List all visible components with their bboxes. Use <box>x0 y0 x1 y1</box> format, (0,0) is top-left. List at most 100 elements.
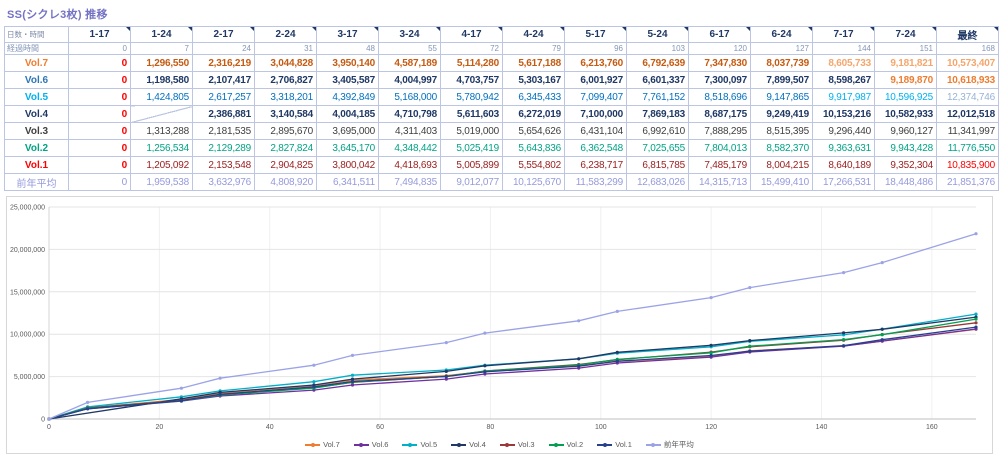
column-header[interactable]: 6-17 <box>688 26 751 43</box>
value-cell[interactable]: 0 <box>68 139 131 157</box>
value-cell[interactable]: 6,272,019 <box>502 105 565 123</box>
value-cell[interactable]: 8,605,733 <box>812 54 875 72</box>
value-cell[interactable]: 11,776,550 <box>936 139 999 157</box>
value-cell[interactable]: 8,640,189 <box>812 156 875 174</box>
value-cell[interactable]: 9,189,870 <box>874 71 937 89</box>
value-cell[interactable]: 0 <box>68 54 131 72</box>
value-cell[interactable]: 1,256,534 <box>130 139 193 157</box>
elapsed-cell[interactable]: 103 <box>626 42 689 55</box>
value-cell[interactable]: 3,140,584 <box>254 105 317 123</box>
value-cell[interactable]: 5,643,836 <box>502 139 565 157</box>
value-cell[interactable]: 10,835,900 <box>936 156 999 174</box>
value-cell[interactable]: 1,296,550 <box>130 54 193 72</box>
value-cell[interactable]: 10,596,925 <box>874 88 937 106</box>
value-cell[interactable]: 5,611,603 <box>440 105 503 123</box>
elapsed-cell[interactable]: 79 <box>502 42 565 55</box>
value-cell[interactable]: 3,405,587 <box>316 71 379 89</box>
value-cell[interactable]: 1,313,288 <box>130 122 193 140</box>
value-cell[interactable]: 9,363,631 <box>812 139 875 157</box>
value-cell[interactable]: 2,617,257 <box>192 88 255 106</box>
value-cell[interactable]: 4,703,757 <box>440 71 503 89</box>
column-header[interactable]: 1-17 <box>68 26 131 43</box>
value-cell[interactable]: 9,296,440 <box>812 122 875 140</box>
value-cell[interactable]: 7,347,830 <box>688 54 751 72</box>
legend-item[interactable]: Vol.7 <box>305 440 340 449</box>
value-cell[interactable]: 5,168,000 <box>378 88 441 106</box>
value-cell[interactable]: 2,181,535 <box>192 122 255 140</box>
value-cell[interactable]: 4,587,189 <box>378 54 441 72</box>
value-cell[interactable]: 4,004,997 <box>378 71 441 89</box>
value-cell[interactable]: 1,198,580 <box>130 71 193 89</box>
value-cell[interactable]: 8,687,175 <box>688 105 751 123</box>
value-cell[interactable]: 2,153,548 <box>192 156 255 174</box>
elapsed-cell[interactable]: 127 <box>750 42 813 55</box>
value-cell[interactable]: 7,485,179 <box>688 156 751 174</box>
value-cell[interactable]: 5,654,626 <box>502 122 565 140</box>
value-cell[interactable]: 10,573,407 <box>936 54 999 72</box>
value-cell[interactable]: 10,125,670 <box>502 173 565 191</box>
value-cell[interactable]: 3,044,828 <box>254 54 317 72</box>
row-label[interactable]: Vol.7 <box>4 54 69 72</box>
elapsed-cell[interactable]: 55 <box>378 42 441 55</box>
value-cell[interactable]: 8,582,370 <box>750 139 813 157</box>
value-cell[interactable]: 1,959,538 <box>130 173 193 191</box>
elapsed-cell[interactable]: 31 <box>254 42 317 55</box>
value-cell[interactable]: 5,019,000 <box>440 122 503 140</box>
series-line-Vol.6[interactable] <box>48 328 977 420</box>
value-cell[interactable]: 12,012,518 <box>936 105 999 123</box>
value-cell[interactable] <box>130 105 193 123</box>
value-cell[interactable]: 11,341,997 <box>936 122 999 140</box>
value-cell[interactable]: 0 <box>68 88 131 106</box>
value-cell[interactable]: 7,761,152 <box>626 88 689 106</box>
value-cell[interactable]: 6,601,337 <box>626 71 689 89</box>
value-cell[interactable]: 12,374,746 <box>936 88 999 106</box>
value-cell[interactable]: 10,582,933 <box>874 105 937 123</box>
value-cell[interactable]: 2,316,219 <box>192 54 255 72</box>
elapsed-cell[interactable]: 96 <box>564 42 627 55</box>
legend-item[interactable]: Vol.2 <box>548 440 583 449</box>
value-cell[interactable]: 5,780,942 <box>440 88 503 106</box>
value-cell[interactable]: 14,315,713 <box>688 173 751 191</box>
elapsed-cell[interactable]: 120 <box>688 42 751 55</box>
value-cell[interactable]: 6,992,610 <box>626 122 689 140</box>
legend-item[interactable]: Vol.6 <box>353 440 388 449</box>
value-cell[interactable]: 5,617,188 <box>502 54 565 72</box>
value-cell[interactable]: 7,888,295 <box>688 122 751 140</box>
value-cell[interactable]: 5,114,280 <box>440 54 503 72</box>
value-cell[interactable]: 7,494,835 <box>378 173 441 191</box>
elapsed-cell[interactable]: 168 <box>936 42 999 55</box>
value-cell[interactable]: 8,518,696 <box>688 88 751 106</box>
legend-item[interactable]: Vol.5 <box>402 440 437 449</box>
elapsed-cell[interactable]: 24 <box>192 42 255 55</box>
value-cell[interactable]: 6,815,785 <box>626 156 689 174</box>
value-cell[interactable]: 8,598,267 <box>812 71 875 89</box>
row-label[interactable]: Vol.1 <box>4 156 69 174</box>
value-cell[interactable]: 2,107,417 <box>192 71 255 89</box>
row-label[interactable]: Vol.2 <box>4 139 69 157</box>
value-cell[interactable]: 0 <box>68 173 131 191</box>
column-header[interactable]: 6-24 <box>750 26 813 43</box>
value-cell[interactable]: 21,851,376 <box>936 173 999 191</box>
value-cell[interactable]: 3,950,140 <box>316 54 379 72</box>
value-cell[interactable]: 6,345,433 <box>502 88 565 106</box>
value-cell[interactable]: 9,012,077 <box>440 173 503 191</box>
trend-chart[interactable]: 0 5,000,000 10,000,000 15,000,000 20,000,000… <box>6 196 993 454</box>
value-cell[interactable]: 0 <box>68 122 131 140</box>
value-cell[interactable]: 4,808,920 <box>254 173 317 191</box>
value-cell[interactable]: 11,583,299 <box>564 173 627 191</box>
column-header[interactable]: 5-24 <box>626 26 689 43</box>
value-cell[interactable]: 12,683,026 <box>626 173 689 191</box>
column-header[interactable]: 2-24 <box>254 26 317 43</box>
value-cell[interactable]: 2,129,289 <box>192 139 255 157</box>
value-cell[interactable]: 9,917,987 <box>812 88 875 106</box>
elapsed-cell[interactable]: 72 <box>440 42 503 55</box>
column-header[interactable]: 3-24 <box>378 26 441 43</box>
elapsed-cell[interactable]: 144 <box>812 42 875 55</box>
column-header[interactable]: 7-24 <box>874 26 937 43</box>
elapsed-cell[interactable]: 7 <box>130 42 193 55</box>
row-label[interactable]: Vol.3 <box>4 122 69 140</box>
legend-item[interactable]: Vol.3 <box>499 440 535 449</box>
value-cell[interactable]: 15,499,410 <box>750 173 813 191</box>
elapsed-cell[interactable]: 151 <box>874 42 937 55</box>
value-cell[interactable]: 2,904,825 <box>254 156 317 174</box>
